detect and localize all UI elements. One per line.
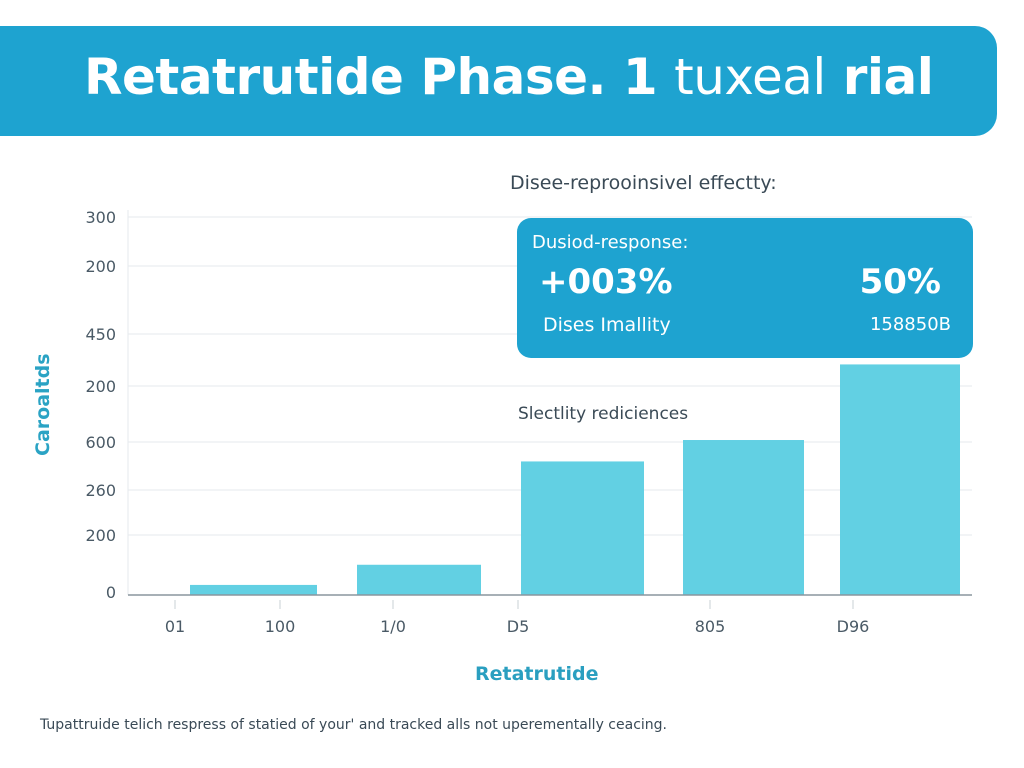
chart-title: Retatrutide Phase. 1 tuxeal rial	[84, 48, 934, 106]
bar	[521, 461, 644, 595]
x-tick-label: D5	[507, 617, 530, 636]
y-axis-label: Caroaltds	[32, 353, 54, 456]
y-tick-label: 450	[85, 325, 116, 344]
chart-subtitle: Disee-reprooinsivel effectty:	[510, 172, 777, 194]
card-heading: Dusiod-response:	[532, 232, 689, 253]
bar	[840, 364, 960, 595]
x-tick-label: D96	[837, 617, 870, 636]
y-tick-label: 260	[85, 481, 116, 500]
title-banner	[0, 26, 997, 136]
y-tick-label: 300	[85, 208, 116, 227]
card-label-left: Dises Imallity	[543, 314, 671, 336]
x-tick-label: 01	[165, 617, 185, 636]
card-label-right: 158850B	[869, 314, 951, 335]
y-tick-label: 200	[85, 257, 116, 276]
card-value-left: +003%	[539, 262, 673, 302]
chart-annotation: Slectlity rediciences	[518, 404, 689, 424]
x-axis-label: Retatrutide	[475, 663, 599, 685]
bar	[357, 564, 481, 595]
y-tick-label: 600	[85, 433, 116, 452]
y-tick-label: 200	[85, 526, 116, 545]
footnote: Tupattruide telich respress of statied o…	[40, 717, 667, 733]
x-tick-label: 805	[695, 617, 726, 636]
card-value-right: 50%	[859, 262, 941, 302]
dose-response-card: Dusiod-response: +003% 50% Dises Imallit…	[517, 218, 973, 358]
x-tick-label: 100	[265, 617, 296, 636]
bar	[683, 440, 804, 595]
x-tick-label: 1/0	[380, 617, 406, 636]
bar	[190, 584, 317, 595]
y-tick-label: 0	[106, 583, 116, 602]
y-tick-label: 200	[85, 377, 116, 396]
